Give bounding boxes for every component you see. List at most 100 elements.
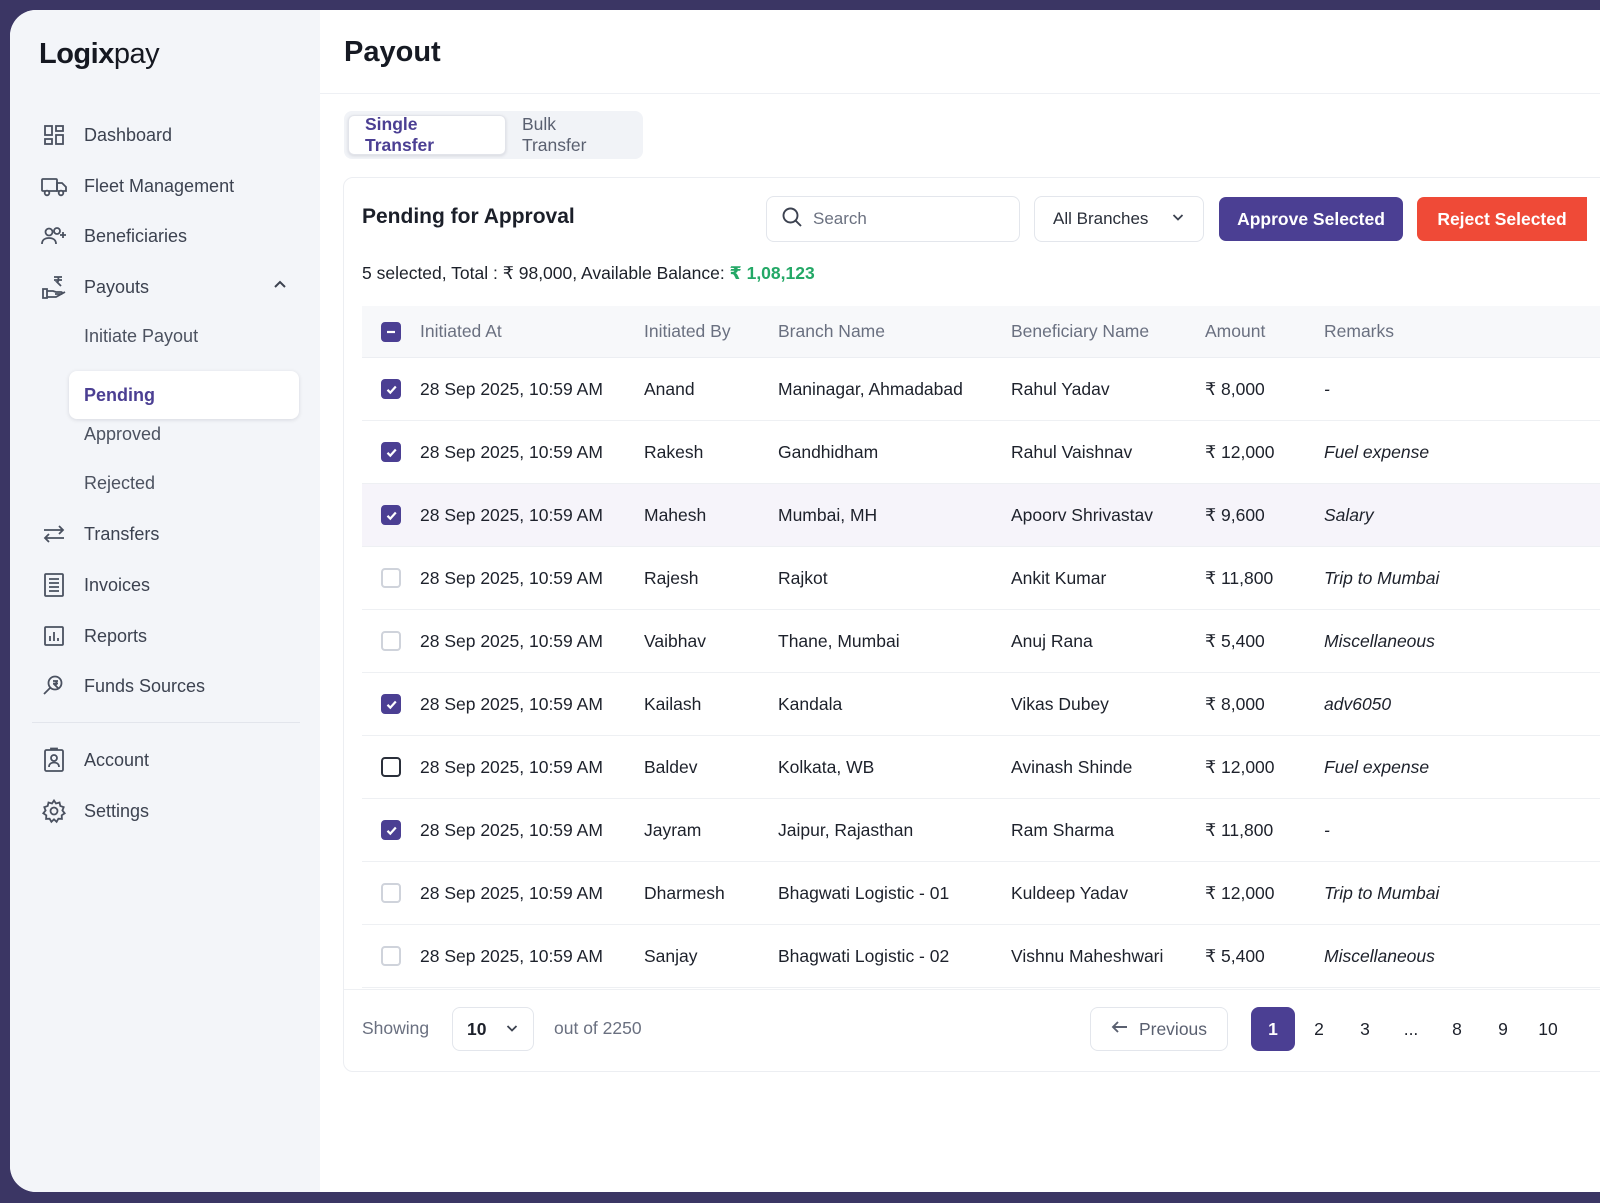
dashboard-icon [40, 121, 68, 149]
row-checkbox[interactable] [381, 883, 401, 903]
page-size-select[interactable]: 10 [452, 1007, 534, 1051]
header-divider [320, 93, 1600, 94]
header-initiated-by[interactable]: Initiated By [644, 321, 731, 341]
sidebar-subitem-approved[interactable]: Approved [84, 424, 162, 444]
page-button-3[interactable]: 3 [1360, 1018, 1370, 1039]
funds-search-icon [40, 672, 68, 700]
sidebar-item-account[interactable]: Account [40, 740, 300, 780]
cell-remarks: Miscellaneous [1324, 630, 1435, 651]
row-checkbox[interactable] [381, 694, 401, 714]
page-size-value: 10 [467, 1018, 487, 1039]
branch-filter-dropdown[interactable]: All Branches [1034, 196, 1204, 242]
sidebar-item-settings[interactable]: Settings [40, 791, 300, 831]
approve-selected-button[interactable]: Approve Selected [1219, 197, 1403, 241]
cell-beneficiary-name: Ram Sharma [1011, 819, 1115, 840]
cell-branch-name: Gandhidham [778, 441, 879, 462]
tab-single-transfer[interactable]: Single Transfer [348, 114, 506, 155]
cell-beneficiary-name: Ankit Kumar [1011, 567, 1107, 588]
cell-initiated-by: Anand [644, 378, 695, 399]
table-row[interactable]: 28 Sep 2025, 10:59 AM Kailash Kandala Vikas… [362, 673, 1600, 736]
cell-remarks: Trip to Mumbai [1324, 882, 1440, 903]
chevron-down-icon [1171, 209, 1185, 229]
cell-remarks: Salary [1324, 504, 1374, 525]
hand-coin-icon [40, 273, 68, 301]
cell-initiated-by: Vaibhav [644, 630, 706, 651]
search-box [766, 196, 1020, 242]
row-select-cell [362, 379, 420, 399]
page-button-8[interactable]: 8 [1452, 1018, 1462, 1039]
sidebar-item-dashboard[interactable]: Dashboard [40, 115, 300, 155]
sidebar-item-label: Beneficiaries [84, 225, 188, 246]
page-button-9[interactable]: 9 [1498, 1018, 1508, 1039]
search-input[interactable] [813, 209, 993, 229]
row-select-cell [362, 442, 420, 462]
tab-bulk-transfer[interactable]: Bulk Transfer [521, 114, 587, 155]
page-ellipsis: ... [1403, 1018, 1419, 1039]
sidebar-item-funds-sources[interactable]: Funds Sources [40, 666, 300, 706]
cell-initiated-at: 28 Sep 2025, 10:59 AM [420, 693, 603, 714]
cell-branch-name: Mumbai, MH [778, 504, 878, 525]
row-select-cell [362, 883, 420, 903]
cell-remarks: - [1324, 378, 1330, 399]
table-row[interactable]: 28 Sep 2025, 10:59 AM Dharmesh Bhagwati Lo… [362, 862, 1600, 925]
table-row[interactable]: 28 Sep 2025, 10:59 AM Mahesh Mumbai, MH Apo… [362, 484, 1600, 547]
header-remarks[interactable]: Remarks [1324, 321, 1395, 341]
row-checkbox[interactable] [381, 442, 401, 462]
header-branch-name[interactable]: Branch Name [778, 321, 885, 341]
row-checkbox[interactable] [381, 379, 401, 399]
page-button-2[interactable]: 2 [1314, 1018, 1324, 1039]
sidebar-item-label: Invoices [84, 574, 151, 595]
chevron-down-icon [505, 1019, 519, 1040]
cell-initiated-at: 28 Sep 2025, 10:59 AM [420, 378, 603, 399]
cell-initiated-by: Baldev [644, 756, 698, 777]
cell-beneficiary-name: Rahul Yadav [1011, 378, 1110, 399]
cell-remarks: Fuel expense [1324, 756, 1430, 777]
table-row[interactable]: 28 Sep 2025, 10:59 AM Rajesh Rajkot Ankit K… [362, 547, 1600, 610]
sidebar-subitem-rejected[interactable]: Rejected [84, 473, 156, 493]
cell-amount: ₹ 12,000 [1205, 882, 1275, 903]
table-row[interactable]: 28 Sep 2025, 10:59 AM Sanjay Bhagwati Logi… [362, 925, 1600, 988]
sidebar-item-fleet-management[interactable]: Fleet Management [40, 166, 300, 206]
sidebar-item-reports[interactable]: Reports [40, 616, 300, 656]
sidebar-item-transfers[interactable]: Transfers [40, 514, 300, 554]
header-amount[interactable]: Amount [1205, 321, 1266, 341]
cell-amount: ₹ 11,800 [1205, 819, 1274, 840]
cell-branch-name: Jaipur, Rajasthan [778, 819, 914, 840]
cell-amount: ₹ 12,000 [1205, 756, 1275, 777]
row-select-cell [362, 631, 420, 651]
sidebar-subitem-pending[interactable]: Pending [69, 371, 299, 419]
page-button-10[interactable]: 10 [1538, 1018, 1558, 1039]
table-row[interactable]: 28 Sep 2025, 10:59 AM Vaibhav Thane, Mumba… [362, 610, 1600, 673]
cell-initiated-by: Kailash [644, 693, 702, 714]
arrow-left-icon [1111, 1018, 1129, 1041]
row-checkbox[interactable] [381, 820, 401, 840]
chevron-up-icon[interactable] [272, 277, 288, 298]
page-button-1[interactable]: 1 [1251, 1007, 1295, 1051]
sidebar-subitem-initiate-payout[interactable]: Initiate Payout [84, 326, 199, 346]
table-row[interactable]: 28 Sep 2025, 10:59 AM Jayram Jaipur, Rajas… [362, 799, 1600, 862]
cell-amount: ₹ 8,000 [1205, 378, 1265, 399]
card-title: Pending for Approval [362, 205, 575, 228]
table-row[interactable]: 28 Sep 2025, 10:59 AM Rakesh Gandhidham Rah… [362, 421, 1600, 484]
sidebar-item-beneficiaries[interactable]: Beneficiaries [40, 216, 300, 256]
row-checkbox[interactable] [381, 568, 401, 588]
table-row[interactable]: 28 Sep 2025, 10:59 AM Baldev Kolkata, WB Av… [362, 736, 1600, 799]
cell-amount: ₹ 5,400 [1205, 945, 1265, 966]
table-row[interactable]: 28 Sep 2025, 10:59 AM Anand Maninagar, Ahm… [362, 358, 1600, 421]
select-all-checkbox[interactable] [381, 321, 401, 342]
row-checkbox[interactable] [381, 757, 401, 777]
row-checkbox[interactable] [381, 946, 401, 966]
cell-initiated-by: Dharmesh [644, 882, 725, 903]
previous-page-button[interactable]: Previous [1090, 1007, 1228, 1051]
transfer-tabs: Single Transfer Bulk Transfer [344, 111, 643, 159]
header-beneficiary-name[interactable]: Beneficiary Name [1011, 321, 1150, 341]
header-initiated-at[interactable]: Initiated At [420, 321, 502, 341]
row-checkbox[interactable] [381, 505, 401, 525]
row-checkbox[interactable] [381, 631, 401, 651]
sidebar-item-payouts[interactable]: Payouts [40, 267, 300, 307]
reject-selected-button[interactable]: Reject Selected [1417, 197, 1587, 241]
previous-label: Previous [1138, 1018, 1208, 1039]
row-select-cell [362, 946, 420, 966]
sidebar-item-invoices[interactable]: Invoices [40, 565, 300, 605]
cell-initiated-at: 28 Sep 2025, 10:59 AM [420, 567, 603, 588]
